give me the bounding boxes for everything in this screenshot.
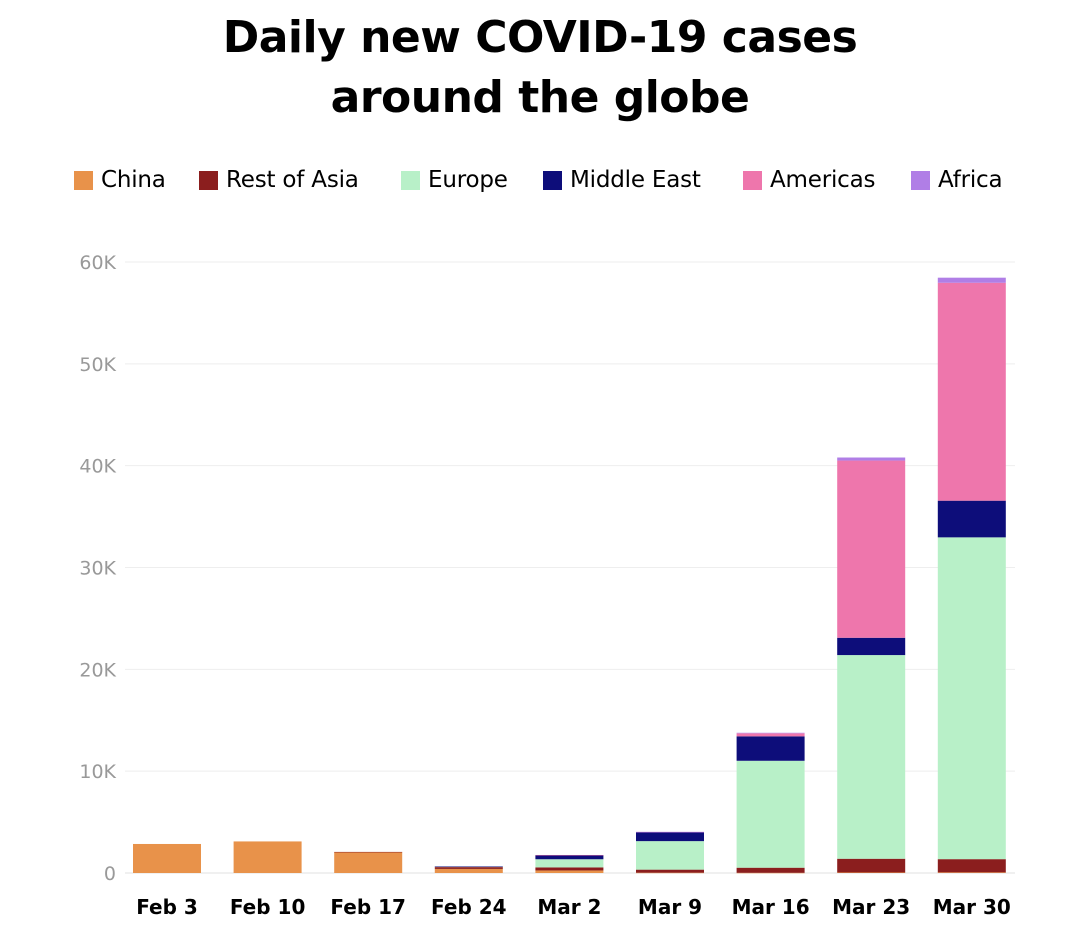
- legend-label-china: China: [101, 167, 166, 193]
- y-tick-label: 30K: [79, 558, 116, 580]
- y-axis-tick-labels: 0 10K 20K 30K 40K 50K 60K: [79, 252, 116, 885]
- x-axis-category-labels: Feb 3 Feb 10 Feb 17 Feb 24 Mar 2 Mar 9 Mar 16 M…: [136, 895, 1011, 919]
- bar-segment-europe: [837, 655, 906, 859]
- x-category-label: Feb 24: [431, 895, 507, 919]
- bar-segment-rest-of-asia: [837, 858, 906, 873]
- bar-segment-rest-of-asia: [937, 859, 1006, 873]
- bar-segment-africa: [937, 277, 1006, 283]
- bar-segment-americas: [736, 733, 805, 737]
- bar-segment-middle-east: [535, 855, 604, 860]
- bar-segment-china: [233, 841, 302, 873]
- bar-segment-middle-east: [937, 500, 1006, 538]
- x-category-label: Mar 9: [638, 895, 702, 919]
- y-tick-label: 0: [104, 863, 116, 885]
- bar-segment-rest-of-asia: [636, 869, 704, 873]
- bar-segment-americas: [535, 854, 604, 856]
- legend-item-africa: Africa: [911, 164, 1003, 196]
- x-category-label: Feb 3: [136, 895, 198, 919]
- chart-title-line-1: Daily new COVID-19 cases: [222, 12, 858, 63]
- bars: [133, 277, 1006, 874]
- bar-segment-europe: [535, 859, 604, 868]
- bar-segment-africa: [636, 831, 704, 833]
- legend-label-europe: Europe: [428, 167, 508, 193]
- legend-swatch-middle-east: [543, 170, 562, 190]
- bar-segment-china: [535, 870, 604, 873]
- chart-title-line-2: around the globe: [330, 72, 750, 123]
- bar-segment-middle-east: [434, 866, 503, 867]
- y-tick-label: 40K: [79, 456, 116, 478]
- legend-label-middle-east: Middle East: [570, 167, 701, 193]
- legend-item-europe: Europe: [401, 164, 508, 196]
- legend-item-china: China: [74, 164, 166, 196]
- bar-segment-africa: [837, 457, 906, 461]
- bar-segment-rest-of-asia: [535, 867, 604, 871]
- legend-swatch-rest-of-asia: [199, 170, 218, 190]
- bar-segment-china: [636, 872, 704, 874]
- x-category-label: Mar 16: [732, 895, 810, 919]
- bar-segment-china: [837, 872, 906, 873]
- bar-segment-china: [937, 872, 1006, 873]
- x-category-label: Feb 10: [230, 895, 306, 919]
- x-category-label: Mar 23: [832, 895, 910, 919]
- x-category-label: Mar 30: [933, 895, 1011, 919]
- y-tick-label: 50K: [79, 354, 116, 376]
- bar-segment-middle-east: [636, 832, 704, 842]
- bar-segment-rest-of-asia: [736, 867, 805, 873]
- bar-segment-europe: [736, 760, 805, 868]
- bar-segment-europe: [937, 537, 1006, 860]
- bar-segment-china: [334, 852, 403, 873]
- legend-label-africa: Africa: [938, 167, 1003, 193]
- bar-segment-middle-east: [736, 736, 805, 761]
- legend-item-rest-of-asia: Rest of Asia: [199, 164, 359, 196]
- y-tick-label: 60K: [79, 252, 116, 274]
- bar-segment-africa: [736, 732, 805, 734]
- legend-label-rest-of-asia: Rest of Asia: [226, 167, 359, 193]
- y-tick-label: 10K: [79, 761, 116, 783]
- chart-legend: China Rest of Asia Europe Middle East Am…: [0, 164, 1080, 196]
- bar-segment-china: [434, 868, 503, 873]
- legend-item-americas: Americas: [743, 164, 875, 196]
- bar-segment-china: [736, 872, 805, 874]
- bar-segment-rest-of-asia: [334, 851, 403, 853]
- x-category-label: Feb 17: [330, 895, 406, 919]
- bar-segment-americas: [937, 282, 1006, 501]
- chart-title: Daily new COVID-19 cases around the glob…: [0, 8, 1080, 128]
- legend-item-middle-east: Middle East: [543, 164, 701, 196]
- legend-swatch-china: [74, 170, 93, 190]
- bar-segment-americas: [837, 460, 906, 638]
- bar-segment-rest-of-asia: [434, 867, 503, 869]
- bar-segment-middle-east: [837, 637, 906, 656]
- legend-swatch-africa: [911, 170, 930, 190]
- x-category-label: Mar 2: [537, 895, 601, 919]
- legend-swatch-europe: [401, 170, 420, 190]
- bar-segment-china: [133, 843, 201, 873]
- legend-swatch-americas: [743, 170, 762, 190]
- bar-segment-europe: [636, 841, 704, 870]
- legend-label-americas: Americas: [770, 167, 876, 193]
- y-tick-label: 20K: [79, 659, 116, 681]
